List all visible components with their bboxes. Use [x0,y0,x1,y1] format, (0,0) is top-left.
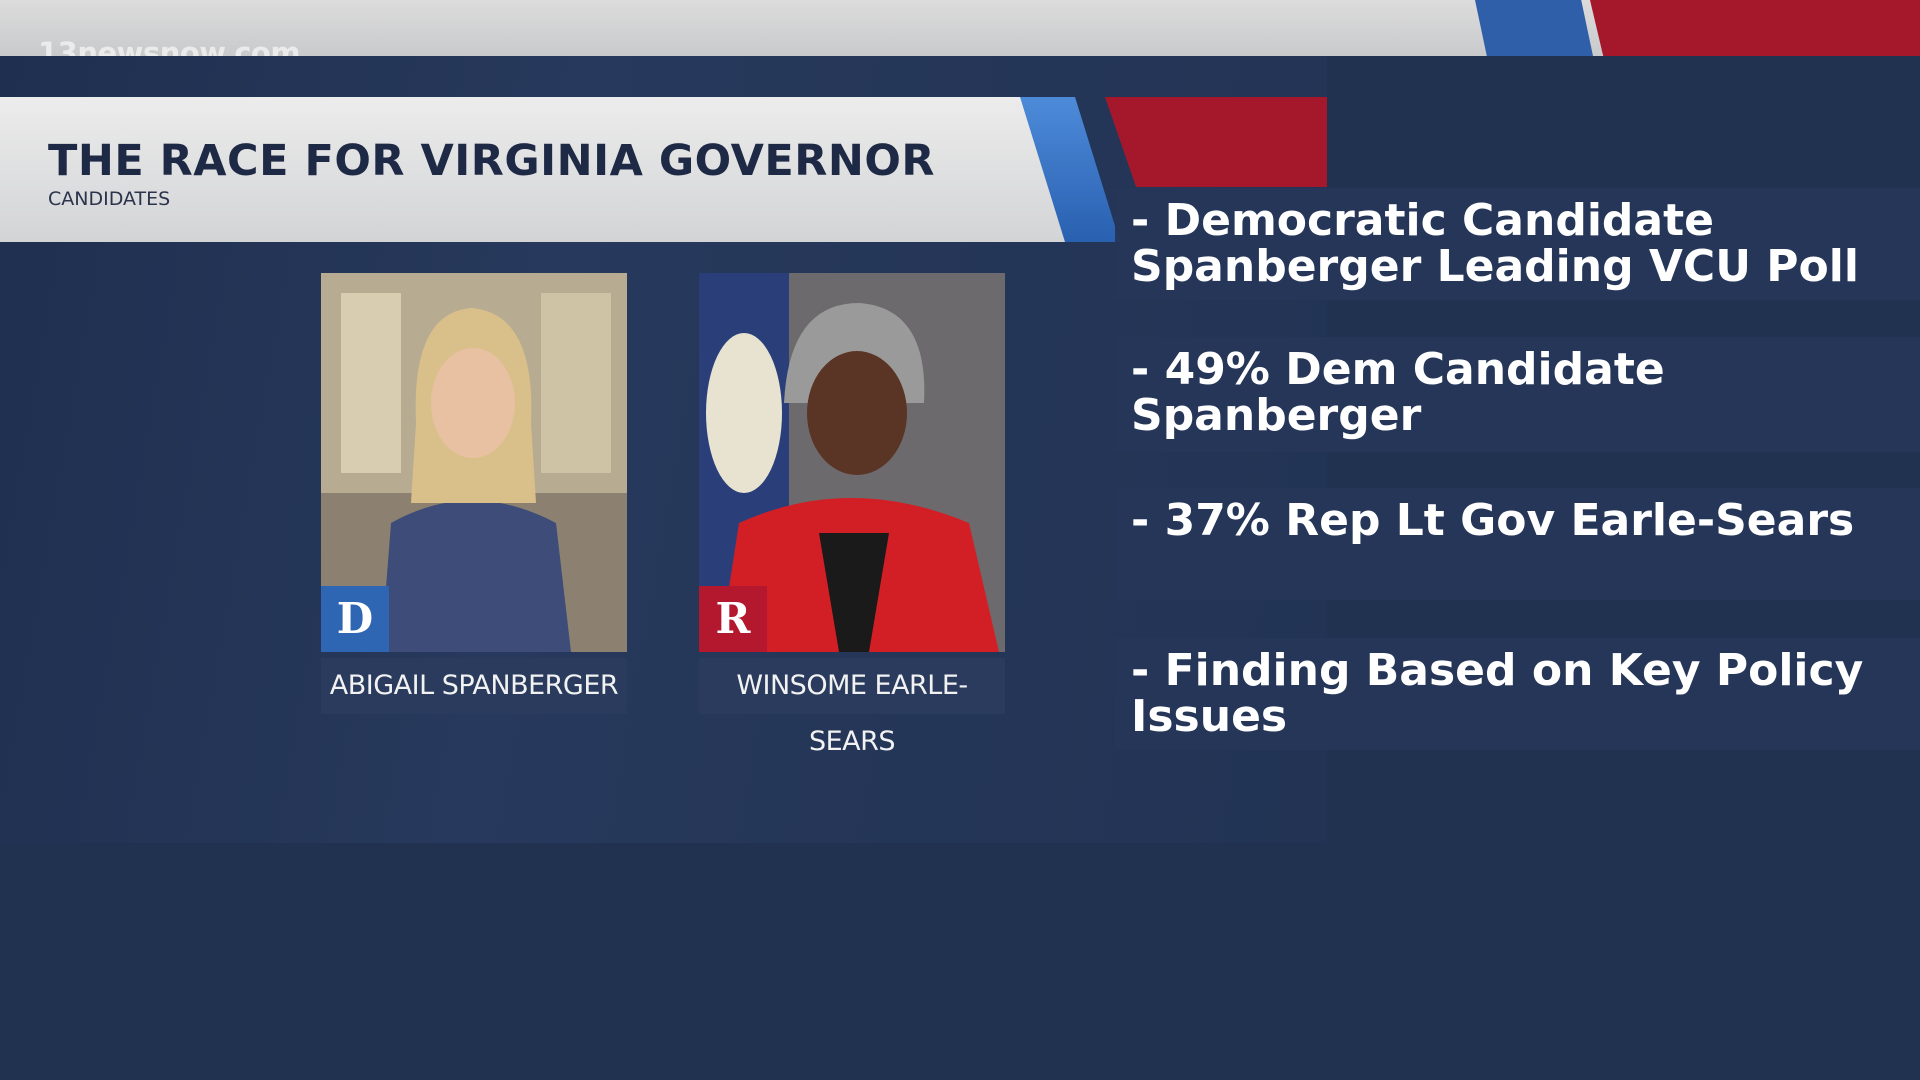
top-stripe-blue [1475,0,1593,56]
top-stripe-red [1590,0,1920,56]
candidate-name: WINSOME EARLE-SEARS [699,658,1005,757]
bullet-point: - 37% Rep Lt Gov Earle-Sears [1115,488,1920,600]
title: THE RACE FOR VIRGINIA GOVERNOR [48,136,935,186]
candidate-name: ABIGAIL SPANBERGER [321,658,627,714]
bullet-point: - Democratic Candidate Spanberger Leadin… [1115,188,1920,300]
bullet-point: - 49% Dem Candidate Spanberger [1115,337,1920,452]
party-badge: R [699,586,767,652]
party-badge: D [321,586,389,652]
subtitle: CANDIDATES [48,188,171,210]
candidate-photo [321,273,627,652]
title-banner [0,97,1070,242]
candidate-card: D ABIGAIL SPANBERGER [321,273,627,714]
candidate-photo [699,273,1005,652]
banner-stripe-red [1105,97,1327,187]
candidate-card: R WINSOME EARLE-SEARS [699,273,1005,757]
bullet-point: - Finding Based on Key Policy Issues [1115,638,1920,750]
